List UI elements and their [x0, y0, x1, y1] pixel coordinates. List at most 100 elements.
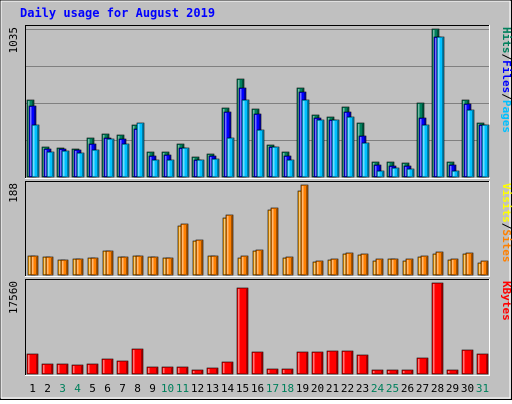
bar-highlight: [422, 257, 424, 274]
bar-shade: [471, 351, 473, 373]
bar-shade: [127, 145, 129, 176]
bar-fill: [450, 258, 459, 276]
bar-fill: [71, 364, 84, 375]
bar-highlight: [283, 370, 285, 373]
bar-sites-day-2: [45, 256, 54, 276]
bar-fill: [266, 368, 279, 375]
bar-highlight: [433, 284, 435, 373]
bar-kbytes-day-12: [191, 369, 204, 375]
x-tick-label: 12: [191, 382, 204, 395]
x-tick-label: 6: [104, 382, 111, 395]
x-tick-label: 4: [74, 382, 81, 395]
bar-highlight: [467, 254, 469, 274]
bar-shade: [171, 368, 173, 373]
bar-shade: [381, 371, 383, 373]
x-tick-label: 25: [386, 382, 399, 395]
bar-highlight: [437, 253, 439, 274]
bar-pages-day-23: [361, 142, 370, 178]
bar-fill: [105, 250, 114, 276]
panel-top: 1035 Hits/Files/Pages: [7, 25, 512, 179]
bar-highlight: [463, 351, 465, 373]
bar-sites-day-22: [345, 252, 354, 276]
bar-fill: [236, 287, 249, 375]
bar-shade: [231, 216, 233, 274]
bar-highlight: [133, 350, 135, 373]
x-tick-label: 30: [461, 382, 474, 395]
bar-shade: [456, 260, 458, 274]
panel-bottom: 17560 KBytes: [7, 279, 512, 376]
bar-fill: [431, 282, 444, 375]
bar-highlight: [119, 258, 121, 274]
bar-highlight: [347, 254, 349, 274]
bar-shade: [112, 140, 114, 176]
bar-sites-day-26: [405, 258, 414, 276]
bar-highlight: [225, 113, 227, 176]
bar-highlight: [33, 126, 35, 176]
bar-fill: [331, 119, 340, 178]
bar-sites-day-25: [390, 258, 399, 276]
bar-highlight: [363, 144, 365, 176]
bar-highlight: [32, 257, 34, 274]
bar-sites-day-3: [60, 259, 69, 276]
bar-fill: [465, 252, 474, 276]
bar-kbytes-day-11: [176, 366, 189, 375]
bar-shade: [306, 186, 308, 274]
bar-highlight: [123, 145, 125, 176]
bar-highlight: [208, 369, 210, 373]
bar-highlight: [480, 126, 482, 176]
bar-shade: [141, 350, 143, 373]
bar-highlight: [74, 260, 76, 274]
bar-highlight: [452, 260, 454, 274]
bar-shade: [261, 353, 263, 373]
bar-highlight: [198, 161, 200, 176]
bar-pages-day-5: [91, 149, 100, 178]
bar-highlight: [435, 38, 437, 176]
bar-fill: [151, 159, 160, 178]
bar-highlight: [393, 169, 395, 176]
bar-kbytes-day-20: [311, 351, 324, 375]
x-tick-label: 3: [59, 382, 66, 395]
bar-kbytes-day-27: [416, 357, 429, 375]
bar-fill: [375, 258, 384, 276]
bar-fill: [61, 150, 70, 178]
bar-kbytes-day-14: [221, 361, 234, 375]
legend: KBytes: [500, 281, 512, 321]
bar-fill: [391, 167, 400, 178]
bar-highlight: [167, 259, 169, 274]
bar-fill: [41, 363, 54, 375]
x-tick-label: 21: [326, 382, 339, 395]
x-tick-label: 22: [341, 382, 354, 395]
bar-fill: [255, 249, 264, 276]
bar-highlight: [359, 256, 361, 274]
bar-fill: [390, 258, 399, 276]
bar-shade: [157, 161, 159, 176]
bar-pages-day-14: [226, 137, 235, 178]
bar-fill: [356, 354, 369, 375]
bar-fill: [451, 170, 460, 178]
bar-highlight: [47, 258, 49, 274]
bar-highlight: [152, 258, 154, 274]
bar-highlight: [318, 121, 320, 176]
bar-highlight: [240, 89, 242, 176]
bar-highlight: [105, 139, 107, 176]
bar-highlight: [138, 124, 140, 176]
bar-highlight: [60, 150, 62, 176]
bar-shade: [247, 101, 249, 176]
bar-shade: [216, 369, 218, 373]
bar-highlight: [227, 216, 229, 274]
bar-sites-day-28: [435, 251, 444, 276]
bar-pages-day-29: [451, 170, 460, 178]
bar-highlight: [405, 167, 407, 176]
bar-highlight: [73, 366, 75, 373]
bar-pages-day-19: [301, 99, 310, 178]
bar-shade: [367, 144, 369, 176]
bar-fill: [435, 251, 444, 276]
bar-highlight: [120, 140, 122, 176]
bar-highlight: [419, 258, 421, 274]
bar-kbytes-day-22: [341, 350, 354, 375]
bar-fill: [146, 366, 159, 375]
bar-fill: [271, 146, 280, 178]
bar-fill: [46, 151, 55, 178]
bar-fill: [226, 137, 235, 178]
